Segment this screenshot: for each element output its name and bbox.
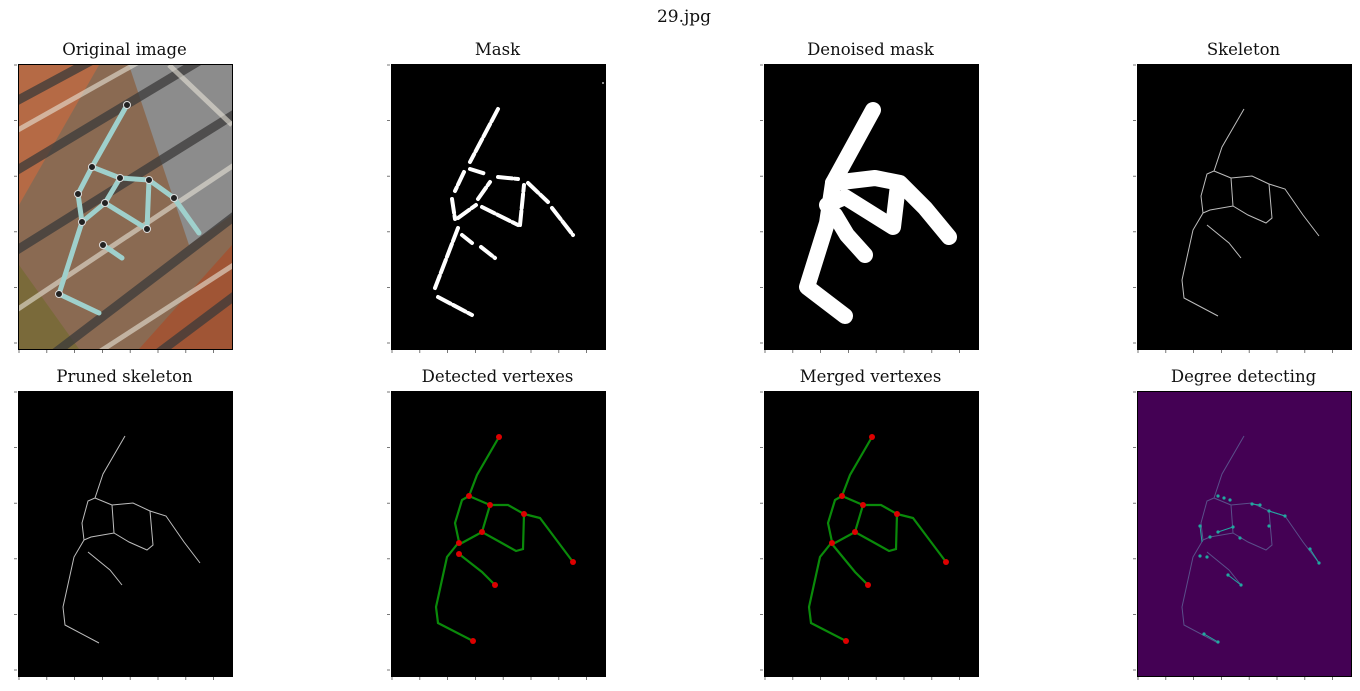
merged-vertex xyxy=(843,638,849,644)
merged-vertex xyxy=(865,582,871,588)
figure-suptitle: 29.jpg xyxy=(656,7,712,27)
panel-pruned-skeleton xyxy=(18,391,233,677)
merged-vertex xyxy=(829,540,835,546)
detected-vertex xyxy=(479,529,485,535)
degree-marker xyxy=(1258,503,1262,507)
degree-marker xyxy=(1228,498,1232,502)
merged-vertex xyxy=(943,559,949,565)
detected-vertex xyxy=(456,540,462,546)
detected-vertex xyxy=(496,434,502,440)
degree-marker xyxy=(1198,524,1202,528)
detected-vertex xyxy=(466,493,472,499)
degree-marker xyxy=(1226,573,1230,577)
degree-marker xyxy=(1202,632,1206,636)
degree-marker xyxy=(1216,640,1220,644)
panel-original-image xyxy=(18,64,233,350)
pruned-svg xyxy=(62,435,201,644)
detected-svg xyxy=(434,434,576,644)
panel-title-denoised: Denoised mask xyxy=(807,40,934,59)
mask-svg xyxy=(433,82,604,317)
panel-title-detected: Detected vertexes xyxy=(421,367,574,386)
degree-marker xyxy=(1208,535,1212,539)
degree-marker xyxy=(1198,554,1202,558)
panel-skeleton xyxy=(1137,64,1352,350)
degree-marker xyxy=(1250,502,1254,506)
panel-denoised-mask xyxy=(764,64,979,350)
degree-marker xyxy=(1205,555,1209,559)
merged-vertex xyxy=(839,493,845,499)
panel-title-pruned: Pruned skeleton xyxy=(56,367,193,386)
merged-vertex xyxy=(869,434,875,440)
degree-marker xyxy=(1239,583,1243,587)
panel-degree-detecting xyxy=(1137,391,1352,677)
detected-vertex xyxy=(456,551,462,557)
degree-svg xyxy=(1138,392,1351,676)
detected-vertex xyxy=(487,502,493,508)
panel-merged-vertexes xyxy=(764,391,979,677)
detected-vertex xyxy=(470,638,476,644)
merged-svg xyxy=(807,434,949,644)
degree-marker xyxy=(1231,525,1235,529)
denoised-svg xyxy=(799,102,957,324)
degree-marker xyxy=(1283,514,1287,518)
detected-vertex xyxy=(570,559,576,565)
skeleton-svg xyxy=(1181,108,1320,317)
merged-vertex xyxy=(860,502,866,508)
degree-marker xyxy=(1267,524,1271,528)
panel-title-original: Original image xyxy=(62,40,187,59)
detected-vertex xyxy=(492,582,498,588)
detected-vertex xyxy=(521,511,527,517)
panel-title-mask: Mask xyxy=(474,40,521,59)
panel-title-degree: Degree detecting xyxy=(1170,367,1317,386)
panel-title-merged: Merged vertexes xyxy=(799,367,942,386)
degree-marker xyxy=(1238,536,1242,540)
panel-detected-vertexes xyxy=(391,391,606,677)
degree-marker xyxy=(1222,496,1226,500)
panel-title-skeleton: Skeleton xyxy=(1206,40,1281,59)
panel-mask xyxy=(391,64,606,350)
original-image-svg xyxy=(19,65,232,349)
merged-vertex xyxy=(852,529,858,535)
degree-marker xyxy=(1216,494,1220,498)
degree-marker xyxy=(1216,530,1220,534)
degree-marker xyxy=(1317,561,1321,565)
merged-vertex xyxy=(894,511,900,517)
degree-marker xyxy=(1308,547,1312,551)
degree-marker xyxy=(1267,509,1271,513)
